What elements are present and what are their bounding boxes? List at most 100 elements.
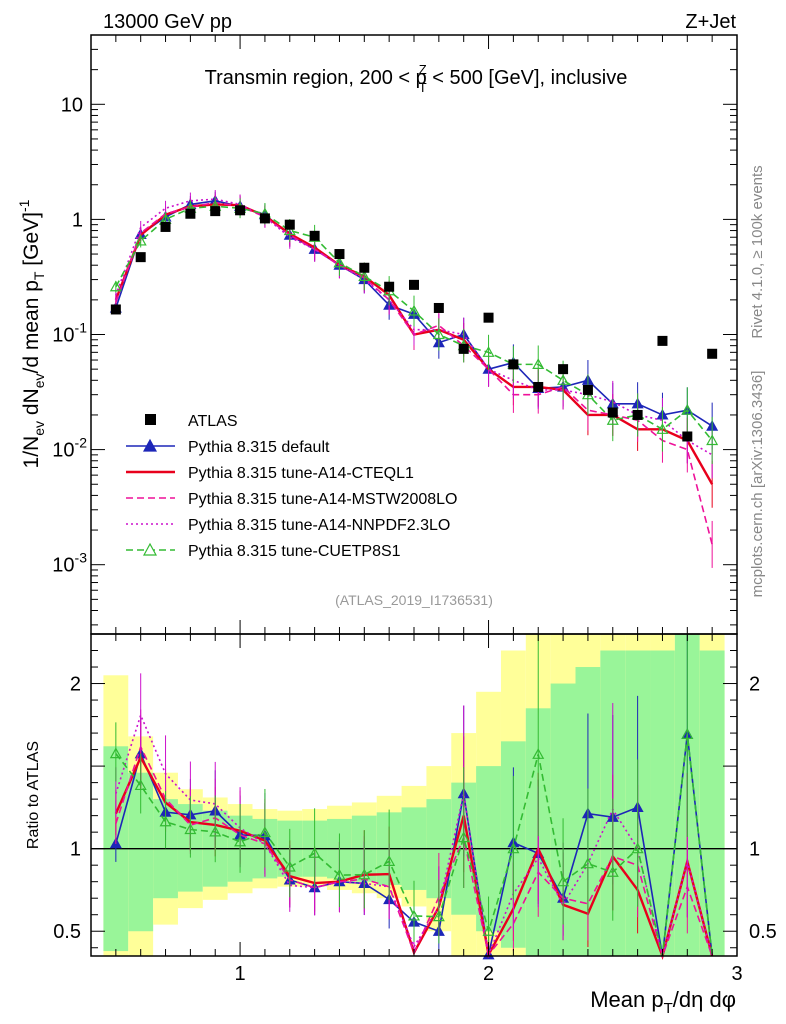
marker bbox=[706, 434, 719, 446]
ratio-marker bbox=[308, 847, 321, 858]
legend: ATLAS Pythia 8.315 default Pythia 8.315 tu… bbox=[126, 413, 457, 560]
data-point bbox=[210, 206, 221, 217]
marker bbox=[407, 304, 421, 316]
data-point bbox=[657, 335, 668, 346]
y-tick-label: 10-1 bbox=[52, 320, 87, 347]
data-point bbox=[458, 343, 469, 354]
y-tick-label: 10-2 bbox=[52, 435, 87, 462]
data-point bbox=[483, 312, 494, 323]
ratio-marker bbox=[457, 831, 470, 843]
marker bbox=[656, 423, 669, 434]
svg-text:1/Nev dNev/d mean pT [GeV]-1: 1/Nev dNev/d mean pT [GeV]-1 bbox=[16, 199, 47, 468]
x-axis-label: Mean pT/dη dφ bbox=[590, 987, 736, 1017]
data-point bbox=[508, 359, 519, 370]
ratio-y-tick-label: 1 bbox=[70, 839, 81, 861]
data-point bbox=[334, 249, 345, 260]
marker bbox=[681, 403, 694, 415]
data-point bbox=[384, 281, 395, 292]
ratio-marker bbox=[134, 779, 147, 791]
data-point bbox=[235, 205, 246, 216]
ratio-marker bbox=[631, 842, 644, 854]
data-point bbox=[707, 348, 718, 359]
ratio-marker bbox=[681, 728, 694, 739]
ratio-marker bbox=[358, 868, 371, 880]
x-tick-label: 2 bbox=[483, 963, 494, 985]
data-point bbox=[533, 381, 544, 392]
legend-label-data: ATLAS bbox=[188, 413, 238, 430]
legend-label-1: Pythia 8.315 tune-A14-CTEQL1 bbox=[188, 465, 414, 482]
marker bbox=[134, 234, 147, 246]
axes: 10 1 10-1 10-2 10-3 2 2 1 1 0.5 0.5 1 2 3 bbox=[52, 34, 777, 985]
ratio-y-tick-label-right: 1 bbox=[749, 839, 760, 861]
y-tick-label: 10-3 bbox=[52, 550, 87, 577]
data-point bbox=[309, 230, 320, 241]
analysis-id: (ATLAS_2019_I1736531) bbox=[335, 592, 493, 608]
ratio-marker bbox=[234, 835, 247, 847]
marker bbox=[532, 358, 545, 369]
ratio-marker bbox=[532, 748, 545, 759]
rivet-label: Rivet 4.1.0, ≥ 100k events bbox=[749, 165, 766, 338]
legend-marker-4 bbox=[142, 542, 158, 556]
marker bbox=[432, 328, 445, 340]
data-point bbox=[582, 384, 593, 395]
ratio-y-tick-label-right: 0.5 bbox=[749, 921, 777, 943]
legend-marker-0 bbox=[142, 438, 158, 452]
legend-marker-data bbox=[145, 414, 156, 425]
ratio-marker bbox=[432, 910, 445, 922]
data-point bbox=[110, 304, 121, 315]
y-tick-label: 10 bbox=[61, 94, 83, 116]
data-point bbox=[632, 409, 643, 420]
ratio-marker bbox=[283, 860, 296, 872]
ratio-marker bbox=[557, 875, 570, 887]
marker bbox=[283, 224, 296, 236]
legend-label-0: Pythia 8.315 default bbox=[188, 439, 330, 456]
data-point bbox=[558, 364, 569, 375]
legend-label-4: Pythia 8.315 tune-CUETP8S1 bbox=[188, 543, 401, 560]
data-point bbox=[135, 252, 146, 263]
ratio-marker bbox=[258, 826, 271, 838]
y-axis-label: 1/Nev dNev/d mean pT [GeV]-1 bbox=[16, 199, 47, 468]
data-point bbox=[433, 302, 444, 313]
marker bbox=[109, 280, 122, 292]
ratio-y-tick-label: 0.5 bbox=[53, 921, 81, 943]
data-point bbox=[185, 208, 196, 219]
marker bbox=[358, 270, 371, 281]
ratio-marker bbox=[606, 866, 619, 877]
data-point bbox=[284, 219, 295, 230]
data-point bbox=[359, 262, 370, 273]
band-green bbox=[699, 650, 725, 956]
data-point bbox=[607, 407, 618, 418]
ratio-y-label: Ratio to ATLAS bbox=[25, 741, 42, 849]
ratio-y-tick-label-right: 2 bbox=[749, 674, 760, 696]
main-series bbox=[109, 190, 719, 568]
mcplots-label: mcplots.cern.ch [arXiv:1306.3436] bbox=[749, 371, 766, 598]
data-point bbox=[160, 221, 171, 232]
chart-title: Transmin region, 200 < pZ T < 500 [GeV], … bbox=[205, 62, 628, 95]
x-tick-label: 1 bbox=[235, 963, 246, 985]
ratio-marker bbox=[407, 909, 421, 921]
legend-label-2: Pythia 8.315 tune-A14-MSTW2008LO bbox=[188, 491, 457, 508]
marker bbox=[557, 374, 570, 385]
ratio-y-tick-label: 2 bbox=[70, 674, 81, 696]
band-green bbox=[650, 650, 675, 956]
ratio-marker bbox=[507, 842, 520, 854]
marker bbox=[606, 413, 619, 425]
data-point bbox=[682, 431, 693, 442]
data-point bbox=[409, 279, 419, 290]
ratio-marker bbox=[209, 825, 222, 837]
ratio-marker bbox=[159, 815, 172, 827]
header-left: 13000 GeV pp bbox=[103, 11, 232, 33]
x-tick-label: 3 bbox=[731, 963, 742, 985]
ratio-marker bbox=[184, 823, 197, 835]
ratio-marker bbox=[482, 924, 495, 936]
marker bbox=[333, 256, 346, 268]
header-right: Z+Jet bbox=[685, 11, 736, 33]
ratio-marker bbox=[383, 855, 396, 866]
data-point bbox=[259, 213, 270, 224]
ratio-marker bbox=[333, 868, 346, 880]
y-tick-label: 1 bbox=[72, 209, 83, 231]
ratio-marker bbox=[109, 747, 122, 759]
legend-label-3: Pythia 8.315 tune-A14-NNPDF2.3LO bbox=[188, 517, 450, 534]
marker bbox=[482, 346, 495, 357]
